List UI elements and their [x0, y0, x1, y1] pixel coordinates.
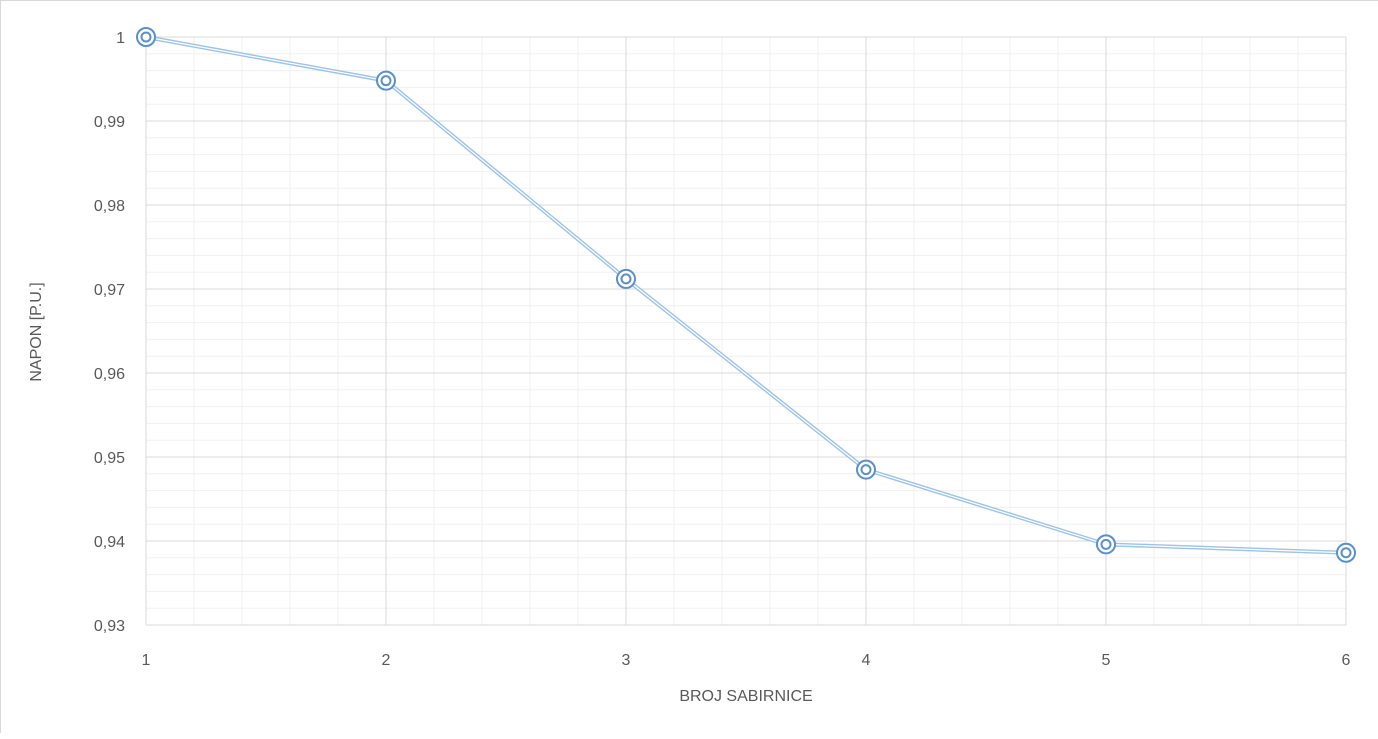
x-tick-label: 1: [142, 652, 151, 669]
x-tick-label: 6: [1342, 652, 1351, 669]
y-tick-label: 0,95: [94, 450, 125, 467]
y-tick-label: 1: [116, 30, 125, 47]
major-gridlines: [145, 36, 1347, 626]
x-tick-label: 5: [1102, 652, 1111, 669]
x-tick-label: 2: [382, 652, 391, 669]
series-line: [145, 35, 1347, 555]
data-point-inner: [380, 75, 392, 87]
x-tick-label: 4: [862, 652, 871, 669]
marker-layer: [136, 27, 1356, 563]
y-tick-label: 0,98: [94, 198, 125, 215]
y-tick-label: 0,96: [94, 366, 125, 383]
y-tick-label: 0,99: [94, 114, 125, 131]
y-tick-label: 0,97: [94, 282, 125, 299]
data-point-inner: [1100, 538, 1112, 550]
data-point-inner: [1340, 547, 1352, 559]
series-layer: [145, 35, 1347, 555]
x-tick-label: 3: [622, 652, 631, 669]
x-axis-title: BROJ SABIRNICE: [679, 688, 812, 705]
data-point-inner: [860, 464, 872, 476]
series-line-inner: [145, 36, 1347, 554]
y-tick-label: 0,94: [94, 534, 125, 551]
data-point-inner: [140, 31, 152, 43]
x-axis-ticks: 1 2 3 4 5 6: [142, 652, 1351, 669]
y-axis-title: NAPON [P.U.]: [28, 282, 45, 381]
minor-gridlines: [146, 37, 1346, 625]
y-axis-ticks: 0,93 0,94 0,95 0,96 0,97 0,98 0,99 1: [94, 30, 125, 635]
data-point-inner: [620, 273, 632, 285]
y-tick-label: 0,93: [94, 618, 125, 635]
